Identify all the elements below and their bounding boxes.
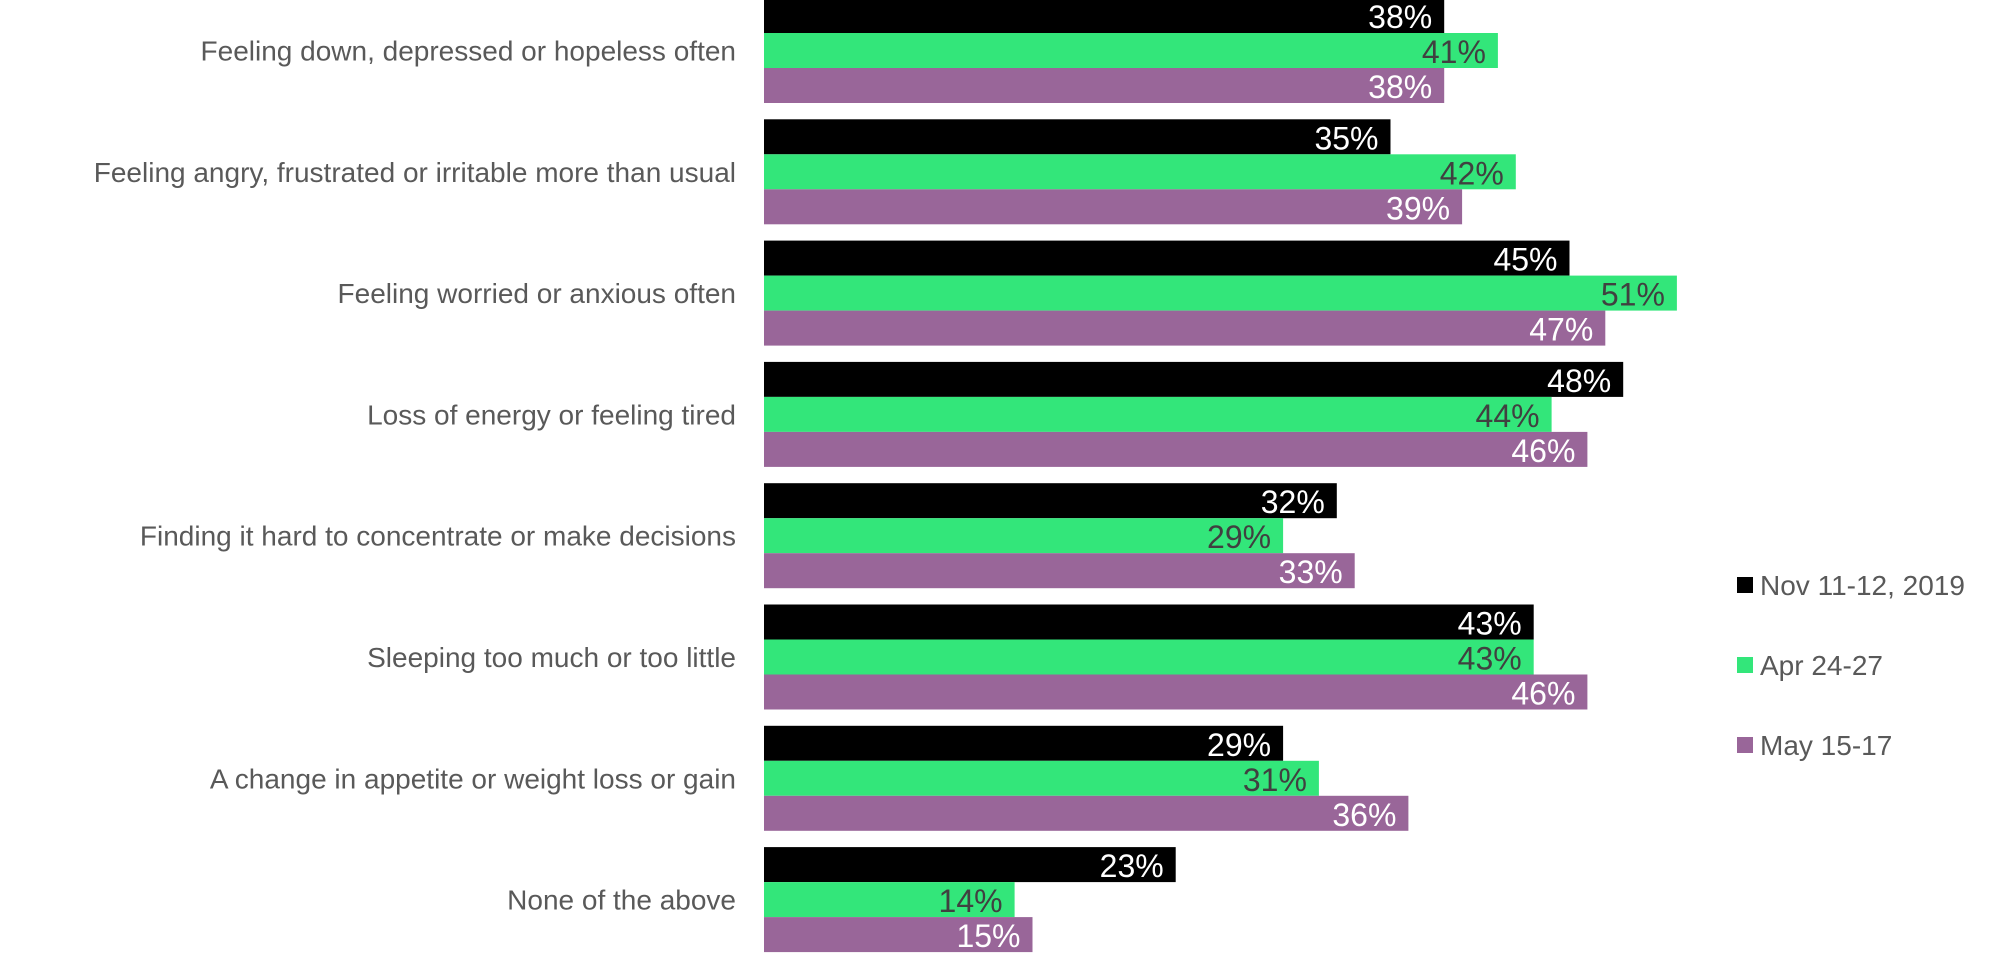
category-label: A change in appetite or weight loss or g… xyxy=(210,763,736,794)
bar xyxy=(764,674,1588,710)
data-label: 42% xyxy=(1440,155,1504,191)
data-label: 29% xyxy=(1207,519,1271,555)
bar xyxy=(764,240,1570,276)
data-label: 14% xyxy=(939,883,1003,919)
legend-swatch xyxy=(1737,737,1753,753)
bar-group: A change in appetite or weight loss or g… xyxy=(210,725,1409,833)
bar-group: Finding it hard to concentrate or make d… xyxy=(140,483,1355,590)
category-label: Loss of energy or feeling tired xyxy=(367,399,736,430)
bar-group: None of the above 23% 14%15% xyxy=(507,847,1176,954)
bar xyxy=(764,917,1033,953)
bar-group: Feeling angry, frustrated or irritable m… xyxy=(94,119,1516,226)
bar xyxy=(764,431,1588,467)
data-label: 51% xyxy=(1601,277,1665,313)
data-label: 33% xyxy=(1279,554,1343,590)
bar xyxy=(764,847,1176,883)
bar xyxy=(764,639,1534,675)
data-label: 39% xyxy=(1386,190,1450,226)
category-label: Feeling down, depressed or hopeless ofte… xyxy=(201,36,736,67)
bar xyxy=(764,604,1534,640)
bar xyxy=(764,119,1391,155)
legend-item: Nov 11-12, 2019 xyxy=(1737,570,1965,601)
category-label: Sleeping too much or too little xyxy=(367,642,736,673)
data-label: 38% xyxy=(1368,69,1432,105)
bar xyxy=(764,275,1677,311)
data-label: 29% xyxy=(1207,727,1271,763)
data-label: 48% xyxy=(1547,363,1611,399)
data-label: 43% xyxy=(1458,606,1522,642)
bar xyxy=(764,795,1409,831)
legend-swatch xyxy=(1737,577,1753,593)
bar xyxy=(764,0,1445,33)
bar xyxy=(764,33,1498,68)
legend-item: Apr 24-27 xyxy=(1737,650,1883,681)
data-label: 35% xyxy=(1314,120,1378,156)
data-label: 41% xyxy=(1422,34,1486,70)
bar-group: Loss of energy or feeling tired 48%44%46% xyxy=(367,361,1624,469)
bar xyxy=(764,553,1355,589)
bar xyxy=(764,361,1624,397)
bar xyxy=(764,189,1463,225)
bar xyxy=(764,882,1015,918)
legend-item: May 15-17 xyxy=(1737,730,1892,761)
category-label: Feeling worried or anxious often xyxy=(338,278,736,309)
bar xyxy=(764,310,1606,346)
category-label: None of the above xyxy=(507,885,736,916)
category-label: Feeling angry, frustrated or irritable m… xyxy=(94,157,736,188)
data-label: 46% xyxy=(1511,676,1575,712)
data-label: 43% xyxy=(1458,641,1522,677)
data-label: 44% xyxy=(1476,398,1540,434)
category-label: Finding it hard to concentrate or make d… xyxy=(140,521,736,552)
legend-label: Nov 11-12, 2019 xyxy=(1760,570,1965,601)
bar xyxy=(764,725,1284,761)
data-label: 46% xyxy=(1511,433,1575,469)
data-label: 36% xyxy=(1332,797,1396,833)
legend: Nov 11-12, 2019 Apr 24-27 May 15-17 xyxy=(1737,570,1965,761)
bar-group: Feeling down, depressed or hopeless ofte… xyxy=(201,0,1498,105)
data-label: 23% xyxy=(1100,848,1164,884)
data-label: 31% xyxy=(1243,762,1307,798)
bar-group: Feeling worried or anxious often 45% 51%47… xyxy=(338,240,1677,348)
data-label: 38% xyxy=(1368,0,1432,35)
bar xyxy=(764,483,1337,519)
legend-label: May 15-17 xyxy=(1760,730,1892,761)
legend-swatch xyxy=(1737,657,1753,673)
bar xyxy=(764,760,1319,796)
legend-label: Apr 24-27 xyxy=(1760,650,1883,681)
bar xyxy=(764,396,1552,432)
bar xyxy=(764,68,1445,103)
bar xyxy=(764,154,1516,190)
bar xyxy=(764,518,1284,554)
data-label: 32% xyxy=(1261,484,1325,520)
data-label: 47% xyxy=(1529,312,1593,348)
data-label: 15% xyxy=(956,918,1020,954)
data-label: 45% xyxy=(1493,242,1557,278)
